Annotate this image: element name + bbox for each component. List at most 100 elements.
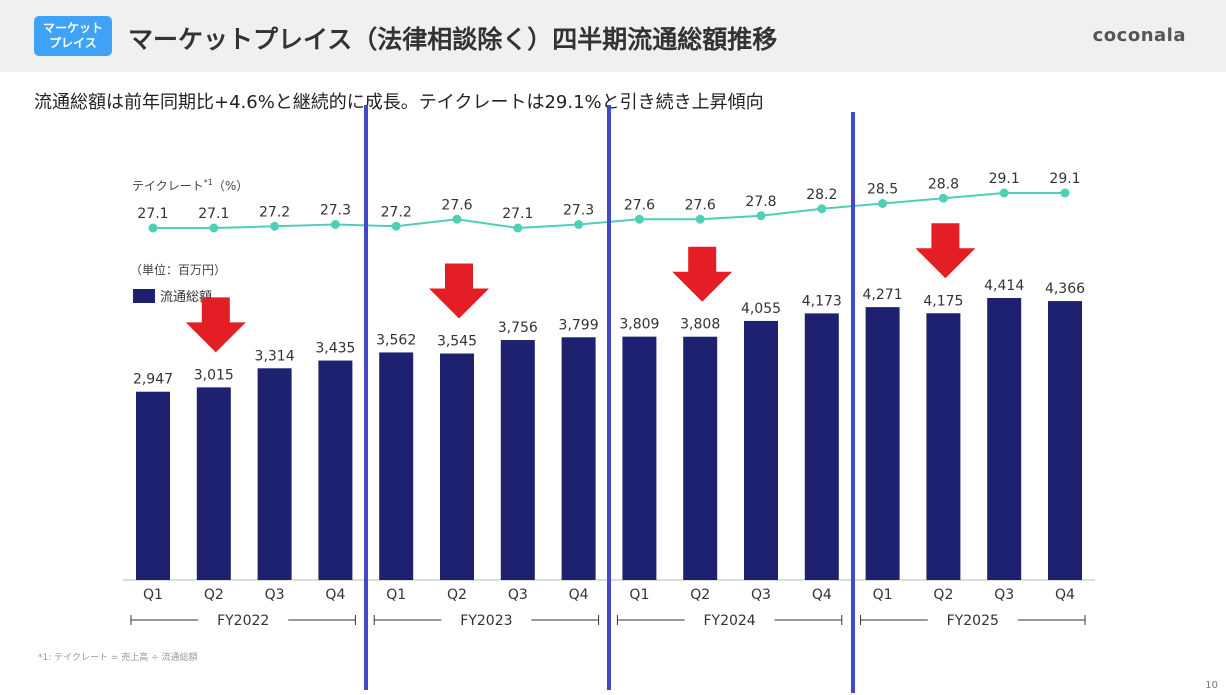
rate-value-label: 29.1 [989, 171, 1020, 187]
x-tick-label: Q1 [873, 587, 893, 603]
rate-value-label: 27.1 [137, 206, 168, 222]
rate-point [756, 211, 766, 221]
rate-value-label: 27.8 [745, 194, 776, 210]
x-tick-label: Q2 [690, 587, 710, 603]
bar [136, 391, 170, 580]
bar-value-label: 4,414 [984, 278, 1024, 294]
bar-value-label: 4,175 [923, 293, 963, 309]
red-down-arrow-icon [672, 246, 733, 302]
subtitle: 流通総額は前年同期比+4.6%と継続的に成長。テイクレートは29.1%と引き続き… [34, 92, 764, 113]
bar [561, 337, 596, 580]
rate-value-label: 27.6 [624, 197, 655, 213]
rate-value-label: 27.6 [441, 197, 472, 213]
x-tick-label: Q2 [933, 587, 953, 603]
red-down-arrow-icon [185, 297, 246, 353]
bar [926, 313, 961, 580]
bar-value-label: 3,809 [619, 317, 659, 333]
rate-value-label: 28.5 [867, 182, 898, 198]
rate-point [513, 223, 523, 233]
bar [683, 336, 718, 580]
red-down-arrow-icon [429, 263, 489, 319]
bar-value-label: 3,799 [559, 317, 599, 333]
rate-value-label: 28.8 [928, 176, 959, 192]
rate-point [452, 214, 462, 224]
bar-value-label: 3,435 [315, 341, 355, 357]
bar [379, 352, 414, 580]
bar-value-label: 3,756 [498, 320, 538, 336]
rate-value-label: 27.3 [563, 203, 594, 219]
bar [622, 336, 657, 580]
unit-label: （単位：百万円） [130, 262, 226, 277]
bar [440, 353, 474, 580]
bar-value-label: 4,173 [802, 293, 842, 309]
x-tick-label: Q4 [325, 587, 345, 603]
rate-value-label: 29.1 [1049, 171, 1080, 187]
rate-value-label: 27.1 [198, 206, 229, 222]
rate-point [938, 193, 948, 203]
x-tick-label: Q3 [508, 587, 528, 603]
bar [1048, 301, 1082, 580]
bar-value-label: 4,366 [1045, 281, 1085, 297]
bar-value-label: 3,314 [255, 348, 295, 364]
header: マーケット プレイス マーケットプレイス（法律相談除く）四半期流通総額推移 co… [0, 0, 1226, 72]
bar [804, 313, 839, 580]
bar [744, 320, 778, 580]
x-tick-label: Q3 [751, 587, 771, 603]
x-tick-label: Q2 [204, 587, 224, 603]
bar-legend-swatch [133, 289, 155, 303]
rate-point [1060, 188, 1070, 198]
group-label: FY2022 [217, 613, 269, 629]
x-tick-label: Q4 [569, 587, 589, 603]
rate-value-label: 27.2 [381, 204, 412, 220]
red-down-arrow-icon [915, 223, 976, 279]
bar [865, 307, 900, 580]
rate-point [148, 223, 158, 233]
group-label: FY2024 [703, 613, 755, 629]
bar [257, 368, 292, 580]
badge-line2: プレイス [49, 36, 97, 50]
rate-value-label: 27.3 [320, 203, 351, 219]
x-tick-label: Q1 [143, 587, 163, 603]
x-tick-label: Q2 [447, 587, 467, 603]
bar-legend-label: 流通総額 [160, 290, 212, 305]
rate-point [209, 223, 219, 233]
bar-value-label: 3,808 [680, 317, 720, 333]
x-tick-label: Q4 [812, 587, 832, 603]
rate-point [574, 220, 584, 229]
bar [500, 340, 535, 580]
bar [196, 387, 231, 580]
bar-value-label: 3,562 [376, 332, 416, 348]
x-tick-label: Q1 [386, 587, 406, 603]
bar [987, 298, 1022, 580]
group-label: FY2023 [460, 613, 512, 629]
page-title: マーケットプレイス（法律相談除く）四半期流通総額推移 [128, 25, 778, 54]
x-tick-label: Q1 [629, 587, 649, 603]
badge-line1: マーケット [42, 21, 103, 35]
bar-value-label: 4,271 [863, 287, 903, 303]
rate-point [999, 188, 1009, 198]
group-label: FY2025 [947, 613, 999, 629]
rate-point [878, 199, 888, 208]
rate-point [634, 214, 644, 224]
x-tick-label: Q3 [265, 587, 285, 603]
rate-value-label: 27.1 [502, 206, 533, 222]
bar-value-label: 3,015 [194, 367, 234, 383]
coconala-logo: coconala [1092, 25, 1186, 46]
marketplace-badge: マーケット プレイス [34, 16, 112, 56]
bar-value-label: 2,947 [133, 372, 173, 388]
bar-value-label: 3,545 [437, 334, 477, 350]
rate-legend: テイクレート*1（%） [132, 178, 248, 193]
x-tick-label: Q3 [994, 587, 1014, 603]
rate-point [695, 214, 705, 224]
bar-value-label: 4,055 [741, 301, 781, 317]
rate-point [270, 221, 280, 231]
bar [318, 360, 353, 580]
rate-point [391, 221, 401, 231]
x-tick-label: Q4 [1055, 587, 1075, 603]
rate-value-label: 27.2 [259, 204, 290, 220]
page-number: 10 [1205, 680, 1218, 691]
rate-point [817, 204, 827, 214]
rate-point [330, 220, 340, 229]
rate-value-label: 28.2 [806, 187, 837, 203]
